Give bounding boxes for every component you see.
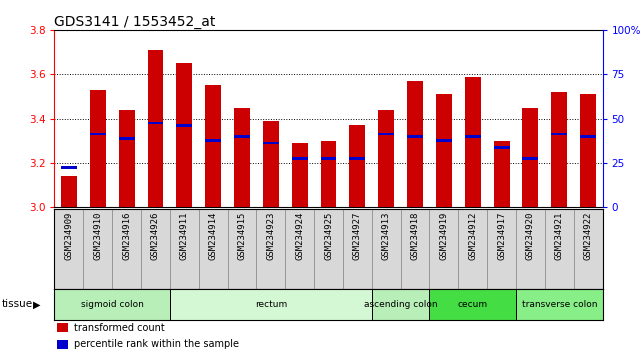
Bar [436,94,452,207]
Text: tissue: tissue [1,299,33,309]
Bar [54,289,170,320]
Bar [90,133,106,135]
Text: ▶: ▶ [33,299,41,309]
Bar [378,110,394,207]
Bar [516,209,545,289]
Bar [429,289,516,320]
Text: GSM234926: GSM234926 [151,211,160,259]
Bar [228,209,256,289]
Text: GSM234909: GSM234909 [64,211,74,259]
Bar [551,92,567,207]
Text: GSM234922: GSM234922 [583,211,593,259]
Bar [343,209,372,289]
Text: GSM234917: GSM234917 [497,211,506,259]
Text: GSM234921: GSM234921 [554,211,564,259]
Text: GSM234914: GSM234914 [208,211,218,259]
Bar [429,209,458,289]
Bar [119,110,135,207]
Bar [234,135,250,138]
Bar [487,209,516,289]
Bar [320,157,337,160]
Text: GSM234912: GSM234912 [468,211,478,259]
Bar [292,143,308,207]
Bar [112,209,141,289]
Bar [314,209,343,289]
Bar [320,141,337,207]
Bar [522,108,538,207]
Bar [580,135,596,138]
Text: GSM234924: GSM234924 [295,211,304,259]
Text: GSM234923: GSM234923 [266,211,276,259]
Text: GSM234918: GSM234918 [410,211,420,259]
Bar [407,81,423,207]
Bar [378,133,394,135]
Text: ascending colon: ascending colon [364,300,437,309]
Text: rectum: rectum [254,300,287,309]
Bar [401,209,429,289]
Bar [83,209,112,289]
Bar [256,209,285,289]
Bar [580,94,596,207]
Bar [349,157,365,160]
Bar [372,209,401,289]
Text: GSM234910: GSM234910 [93,211,103,259]
Bar [574,209,603,289]
Text: sigmoid colon: sigmoid colon [81,300,144,309]
Bar [61,166,77,169]
Text: GSM234925: GSM234925 [324,211,333,259]
Bar [147,122,163,124]
Text: GSM234913: GSM234913 [381,211,391,259]
Bar [199,209,228,289]
Text: GSM234915: GSM234915 [237,211,247,259]
Bar [465,135,481,138]
Bar [458,209,487,289]
Text: GSM234920: GSM234920 [526,211,535,259]
Bar [436,139,452,142]
Bar [551,133,567,135]
Bar [54,209,83,289]
Text: GSM234916: GSM234916 [122,211,131,259]
Bar [176,63,192,207]
Bar [170,209,199,289]
Bar [349,125,365,207]
Bar [61,176,77,207]
Bar [90,90,106,207]
Bar [176,124,192,126]
Bar [516,289,603,320]
Bar [147,50,163,207]
Bar [57,340,68,349]
Bar [141,209,170,289]
Bar [407,135,423,138]
Bar [234,108,250,207]
Bar [372,289,429,320]
Bar [494,141,510,207]
Bar [494,146,510,149]
Text: GSM234927: GSM234927 [353,211,362,259]
Bar [292,157,308,160]
Bar [545,209,574,289]
Bar [205,85,221,207]
Text: percentile rank within the sample: percentile rank within the sample [74,339,238,349]
Text: GDS3141 / 1553452_at: GDS3141 / 1553452_at [54,15,216,29]
Bar [285,209,314,289]
Bar [263,142,279,144]
Text: cecum: cecum [458,300,488,309]
Text: transverse colon: transverse colon [522,300,597,309]
Text: transformed count: transformed count [74,323,165,333]
Bar [522,157,538,160]
Text: GSM234911: GSM234911 [179,211,189,259]
Bar [465,76,481,207]
Bar [57,324,68,332]
Bar [205,139,221,142]
Bar [170,289,372,320]
Bar [119,137,135,140]
Text: GSM234919: GSM234919 [439,211,449,259]
Bar [263,121,279,207]
